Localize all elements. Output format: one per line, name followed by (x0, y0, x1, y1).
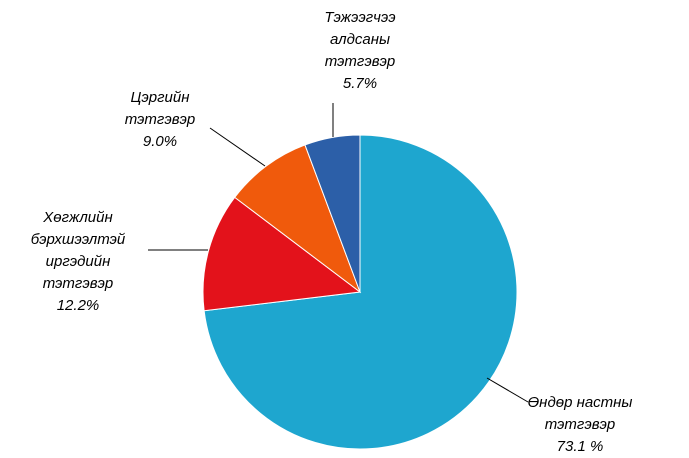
category-label: Хөгжлийн бэрхшээлтэй иргэдийн тэтгэвэр (30, 209, 126, 292)
value-label: 73.1 % (556, 438, 604, 455)
value-label: 5.7% (342, 75, 378, 92)
slice-label: Хөгжлийн бэрхшээлтэй иргэдийн тэтгэвэр 12… (28, 207, 128, 317)
slice-label: Цэргийн тэтгэвэр 9.0% (115, 87, 205, 153)
leader-line (486, 377, 529, 403)
category-label: Тэжээгчээ алдсаны тэтгэвэр (324, 9, 396, 70)
leader-line (209, 127, 266, 167)
pie-slice (202, 196, 362, 312)
slice-label: Тэжээгчээ алдсаны тэтгэвэр 5.7% (310, 7, 410, 95)
category-label: Өндөр настны тэтгэвэр (527, 394, 633, 433)
slice-label: Өндөр настны тэтгэвэр 73.1 % (510, 392, 650, 458)
value-label: 9.0% (142, 133, 178, 150)
category-label: Цэргийн тэтгэвэр (124, 89, 196, 128)
pie-slice (234, 144, 362, 294)
pie-slice (304, 134, 361, 293)
value-label: 12.2% (56, 297, 100, 314)
